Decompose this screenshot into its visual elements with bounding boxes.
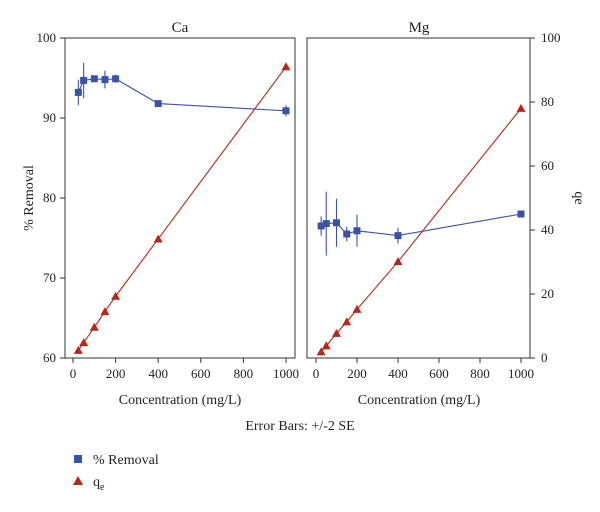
- x-tick-label: 1000: [508, 366, 534, 381]
- plot-frame: [306, 37, 531, 359]
- removal-point: [90, 75, 98, 83]
- qe-series-line: [320, 108, 522, 353]
- removal-point: [101, 76, 109, 84]
- x-tick-label: 800: [234, 366, 254, 381]
- x-tick-label: 600: [429, 366, 449, 381]
- removal-point: [333, 219, 340, 227]
- qe-point: [89, 322, 99, 331]
- qe-point: [332, 328, 341, 337]
- removal-point: [154, 100, 162, 108]
- y-axis-title-right: qe: [571, 191, 586, 204]
- x-tick-label: 400: [388, 366, 408, 381]
- qe-point: [73, 345, 83, 354]
- panel-mg: 0 200 400 600 800 1000: [306, 37, 534, 381]
- removal-point: [112, 75, 120, 83]
- qe-point: [79, 338, 89, 347]
- removal-point: [353, 227, 361, 235]
- panel-title-ca: Ca: [172, 20, 189, 36]
- qe-point: [281, 62, 291, 71]
- removal-point: [394, 232, 402, 240]
- legend-label-qe-sub: e: [100, 482, 105, 493]
- removal-point: [343, 230, 351, 238]
- x-tick-label: 800: [470, 366, 490, 381]
- qe-point: [153, 234, 163, 243]
- legend-label-qe-main: q: [93, 475, 100, 490]
- panel-ca: 0 200 400 600 800 1000: [64, 37, 299, 381]
- removal-point: [282, 107, 290, 115]
- removal-point: [317, 222, 325, 230]
- x-tick-label: 200: [106, 366, 126, 381]
- y-tick-label-left: 90: [43, 110, 56, 125]
- y-tick-label-left: 80: [43, 190, 56, 205]
- qe-point: [316, 347, 326, 356]
- qe-point: [100, 307, 110, 316]
- legend-label-removal: % Removal: [93, 453, 159, 468]
- removal-point: [74, 88, 82, 96]
- qe-point: [321, 341, 331, 350]
- y-tick-label-right: 40: [541, 222, 554, 237]
- y-tick-label-left: 60: [43, 350, 56, 365]
- qe-point: [342, 317, 352, 326]
- y-tick-label-left: 100: [37, 30, 57, 45]
- y-tick-label-right: 80: [541, 94, 554, 109]
- qe-point: [352, 304, 362, 313]
- x-tick-label: 400: [148, 366, 168, 381]
- legend-label-qe: qe: [93, 475, 105, 493]
- x-tick-label: 200: [347, 366, 367, 381]
- removal-point: [80, 76, 88, 84]
- qe-point: [516, 103, 526, 112]
- removal-point: [517, 210, 525, 218]
- x-tick-label: 0: [70, 366, 77, 381]
- qe-point: [111, 291, 121, 300]
- qe-point: [393, 257, 403, 266]
- x-axis-title-mg: Concentration (mg/L): [358, 393, 481, 408]
- legend-marker-qe: [73, 476, 83, 485]
- removal-point: [322, 220, 330, 228]
- y-tick-label-right: 20: [541, 286, 554, 301]
- x-tick-label: 600: [191, 366, 211, 381]
- y-axis-title-left: % Removal: [22, 165, 37, 231]
- x-axis-title-ca: Concentration (mg/L): [119, 393, 242, 408]
- y-tick-label-left: 70: [43, 270, 56, 285]
- panel-title-mg: Mg: [409, 20, 430, 36]
- legend-marker-removal: [74, 455, 82, 463]
- error-bar-footnote: Error Bars: +/-2 SE: [245, 419, 354, 434]
- x-tick-label: 1000: [273, 366, 299, 381]
- y-tick-label-right: 60: [541, 158, 554, 173]
- qe-series-line: [77, 66, 287, 351]
- plot-frame: [64, 37, 296, 359]
- y-tick-label-right: 0: [541, 350, 548, 365]
- removal-series-line: [77, 78, 287, 112]
- legend: % Removal qe: [73, 453, 159, 493]
- y-tick-label-right: 100: [541, 30, 561, 45]
- x-tick-label: 0: [313, 366, 320, 381]
